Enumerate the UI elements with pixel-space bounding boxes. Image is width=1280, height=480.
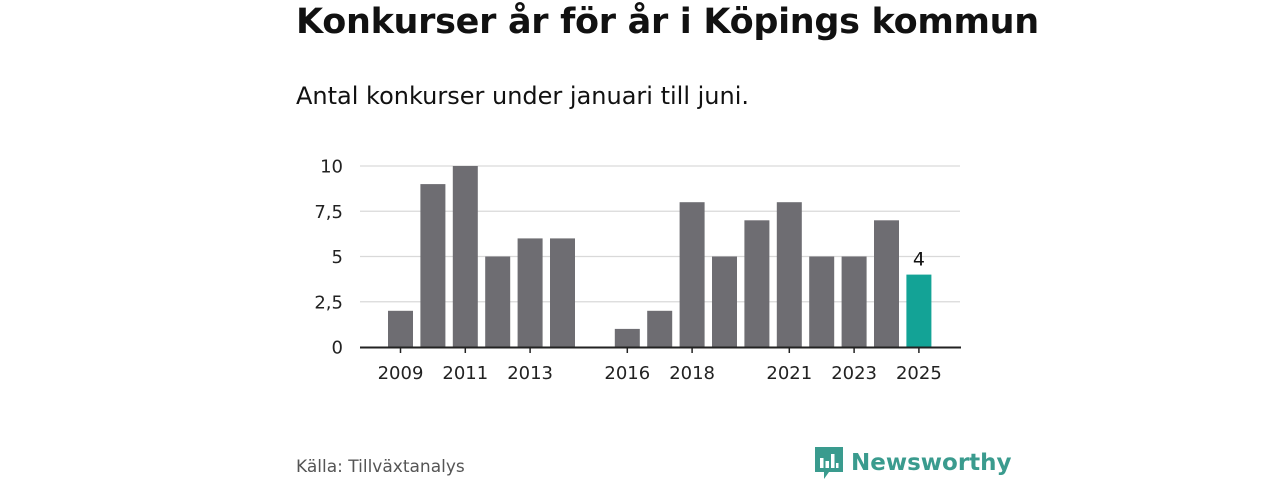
x-tick-label: 2011 <box>442 363 488 384</box>
bar <box>712 256 737 347</box>
x-tick-label: 2025 <box>896 363 942 384</box>
y-tick-label: 10 <box>320 157 343 178</box>
chart-subtitle: Antal konkurser under januari till juni. <box>296 82 749 110</box>
y-tick-label: 5 <box>332 247 343 268</box>
x-tick-label: 2021 <box>766 363 812 384</box>
y-tick-label: 7,5 <box>314 202 343 223</box>
bar <box>485 256 511 347</box>
y-tick-label: 0 <box>332 338 343 359</box>
bar <box>420 184 446 347</box>
bar <box>647 310 673 347</box>
bar <box>614 328 640 347</box>
source-note: Källa: Tillväxtanalys <box>296 457 465 477</box>
bar <box>744 220 770 347</box>
bar <box>388 310 413 347</box>
chart-title: Konkurser år för år i Köpings kommun <box>296 2 1039 42</box>
bar-highlight <box>906 274 932 347</box>
data-label: 4 <box>913 249 925 271</box>
bar <box>874 220 899 347</box>
brand-name: Newsworthy <box>851 450 1012 476</box>
bar <box>679 202 705 347</box>
bar <box>809 256 835 347</box>
x-tick-label: 2016 <box>604 363 650 384</box>
x-tick-label: 2018 <box>669 363 715 384</box>
newsworthy-logo-icon <box>815 447 843 479</box>
bar <box>550 238 575 347</box>
bar-chart: 0 2,5 5 7,5 10 4 2009 2011 2013 2016 2018 2021 2023 2… <box>314 157 961 384</box>
bar <box>517 238 543 347</box>
x-tick-label: 2023 <box>831 363 877 384</box>
bar <box>776 202 802 347</box>
x-tick-label: 2009 <box>378 363 424 384</box>
x-tick-label: 2013 <box>507 363 553 384</box>
y-tick-label: 2,5 <box>314 292 343 313</box>
brand-logo: Newsworthy <box>815 447 1012 479</box>
bar <box>452 166 478 347</box>
bar <box>841 256 867 347</box>
